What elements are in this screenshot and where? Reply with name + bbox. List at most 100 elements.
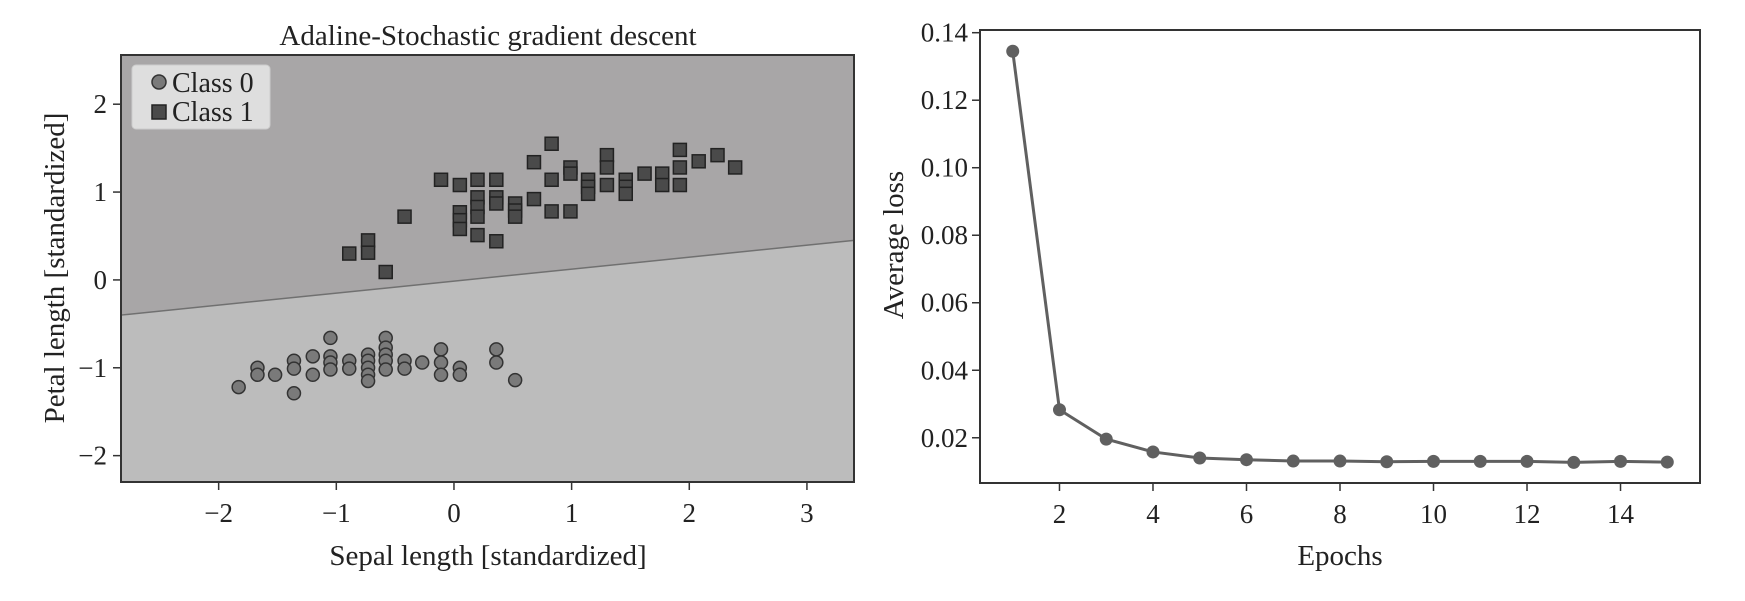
class0-point: [507, 372, 523, 388]
loss-point: [1052, 403, 1066, 417]
class0-point: [305, 349, 321, 364]
class1-point: [433, 172, 449, 188]
class1-point: [599, 177, 615, 193]
x-tick-label: 2: [1053, 499, 1067, 529]
y-tick-label: 0.12: [921, 85, 968, 115]
loss-point: [1239, 453, 1253, 467]
class1-point: [672, 142, 688, 158]
y-tick-label: 0.04: [921, 355, 969, 385]
x-tick-label: −2: [204, 498, 233, 528]
right-y-axis-label: Average loss: [878, 171, 910, 319]
decision-boundary-line: [120, 239, 855, 316]
loss-point: [1333, 454, 1347, 468]
class1-point: [563, 166, 578, 181]
left-chart-title: Adaline-Stochastic gradient descent: [279, 20, 696, 52]
x-tick-label: 0: [447, 498, 461, 528]
loss-series: [1006, 44, 1674, 469]
left-x-axis-label: Sepal length [standardized]: [329, 540, 646, 572]
class1-point: [710, 147, 725, 163]
class1-point: [470, 172, 485, 188]
class0-point: [452, 367, 468, 383]
x-tick-label: 4: [1146, 499, 1160, 529]
class0-point: [433, 355, 449, 370]
loss-point: [1473, 454, 1487, 468]
class1-point: [507, 209, 523, 224]
class1-point: [452, 221, 468, 237]
class1-point: [526, 154, 542, 170]
decision-region-plot: Adaline-Stochastic gradient descent −2 −1…: [39, 20, 855, 572]
class1-point: [544, 204, 559, 219]
class1-point: [452, 177, 468, 193]
class1-point: [470, 227, 485, 243]
x-tick-label: −1: [322, 498, 351, 528]
loss-point: [1286, 454, 1300, 468]
loss-point: [1520, 454, 1534, 468]
class0-point: [342, 361, 357, 376]
x-tick-label: 10: [1420, 499, 1447, 529]
class0-point: [360, 373, 376, 389]
y-tick-label: −1: [78, 353, 107, 383]
class1-point: [489, 196, 504, 211]
right-plot-frame: [979, 29, 1701, 484]
loss-point: [1660, 455, 1674, 469]
loss-line: [1011, 51, 1668, 464]
y-tick-label: 0.10: [921, 153, 968, 183]
class0-point: [397, 361, 412, 376]
left-y-axis-label: Petal length [standardized]: [39, 113, 71, 424]
legend-class0-marker: [151, 74, 167, 90]
legend-class1-marker: [151, 104, 167, 120]
loss-plot: 2 4 6 8 10 12 14 0.020.040.060.080.100.120.14 …: [878, 18, 1701, 572]
loss-point: [1193, 451, 1207, 465]
class0-point: [433, 342, 449, 357]
y-tick-label: −2: [78, 441, 107, 471]
right-y-ticks: 0.02 0.04 0.06 0.08 0.10 0.12 0.14: [921, 18, 980, 453]
left-y-ticks: −2 −1 0 1 2: [78, 89, 121, 471]
loss-point: [1380, 455, 1394, 469]
class1-point: [599, 147, 615, 163]
y-tick-label: 0.14: [921, 18, 969, 48]
class1-point: [360, 245, 376, 260]
x-tick-label: 3: [800, 498, 814, 528]
y-tick-label: 2: [94, 89, 108, 119]
class1-point: [397, 209, 412, 224]
class1-point: [544, 172, 559, 188]
class1-point: [599, 160, 615, 175]
x-tick-label: 6: [1240, 499, 1254, 529]
class1-point: [378, 264, 393, 280]
class1-point: [672, 160, 688, 175]
y-tick-label: 0.06: [921, 288, 968, 318]
class0-point: [433, 367, 449, 383]
class0-point: [323, 330, 338, 346]
class0-point: [489, 355, 504, 370]
class1-point: [360, 233, 376, 248]
class0-point: [323, 362, 338, 377]
class1-point: [637, 166, 652, 181]
legend-class0-label: Class 0: [172, 68, 254, 99]
class1-point: [672, 177, 688, 193]
class0-point: [489, 342, 504, 357]
class1-point: [470, 209, 485, 224]
x-tick-label: 12: [1514, 499, 1541, 529]
y-tick-label: 0.02: [921, 423, 968, 453]
class1-point: [691, 154, 706, 169]
x-tick-label: 14: [1607, 499, 1635, 529]
class1-point: [526, 191, 542, 207]
right-x-axis-label: Epochs: [1297, 540, 1382, 572]
y-tick-label: 0.08: [921, 220, 968, 250]
legend-class1-label: Class 1: [172, 97, 254, 128]
class0-point: [414, 355, 430, 370]
loss-point: [1146, 445, 1160, 459]
class0-point: [267, 367, 283, 383]
x-tick-label: 8: [1333, 499, 1347, 529]
y-tick-label: 1: [94, 177, 108, 207]
x-tick-label: 2: [683, 498, 697, 528]
class0-point: [250, 367, 265, 383]
class1-point: [727, 160, 743, 175]
class0-point: [378, 362, 393, 377]
y-tick-label: 0: [94, 265, 108, 295]
class0-point: [231, 379, 246, 395]
class1-point: [654, 177, 670, 193]
class1-point: [489, 172, 504, 188]
class1-point: [580, 186, 596, 202]
class1-point: [489, 234, 504, 249]
